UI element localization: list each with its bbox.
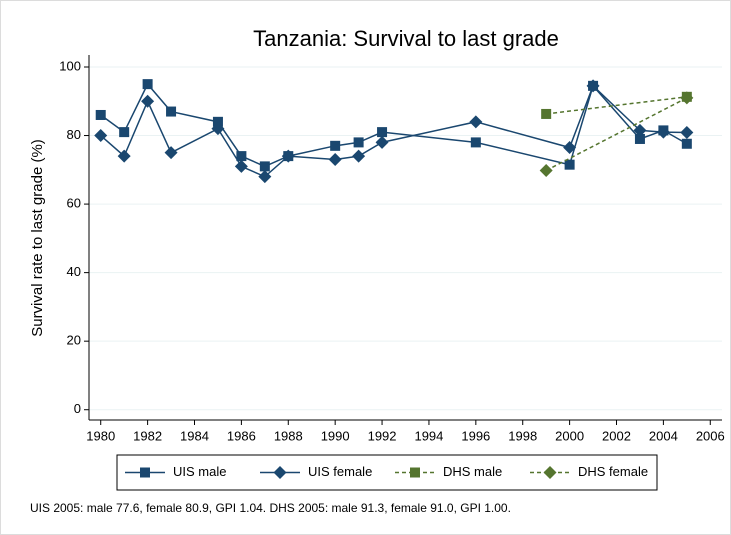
x-tick-label: 1990 — [321, 428, 350, 443]
marker — [95, 109, 106, 120]
x-tick-label: 1998 — [508, 428, 537, 443]
series-line — [545, 97, 688, 172]
marker — [164, 146, 178, 160]
y-tick-label: 20 — [67, 333, 81, 348]
x-tick-label: 1992 — [368, 428, 397, 443]
x-tick-label: 2004 — [649, 428, 678, 443]
marker — [352, 149, 366, 163]
marker — [117, 149, 131, 163]
marker — [375, 135, 389, 149]
y-tick-label: 80 — [67, 127, 81, 142]
marker — [142, 79, 153, 90]
marker — [541, 108, 552, 119]
marker — [564, 159, 575, 170]
marker — [259, 161, 270, 172]
marker — [330, 140, 341, 151]
marker — [234, 159, 248, 173]
x-tick-label: 1984 — [180, 428, 209, 443]
x-tick-label: 1980 — [86, 428, 115, 443]
legend-marker — [140, 467, 150, 478]
marker — [212, 116, 223, 127]
y-tick-label: 0 — [74, 401, 81, 416]
legend-label: DHS male — [443, 464, 502, 479]
marker — [469, 115, 483, 129]
legend-marker — [543, 466, 557, 479]
marker — [166, 106, 177, 117]
marker — [470, 137, 481, 148]
marker — [119, 127, 130, 138]
marker — [94, 129, 108, 143]
chart-title: Tanzania: Survival to last grade — [253, 26, 559, 51]
y-tick-label: 100 — [59, 58, 81, 73]
y-tick-label: 60 — [67, 196, 81, 211]
marker — [258, 170, 272, 184]
marker — [586, 79, 600, 93]
legend-marker — [410, 467, 420, 478]
x-tick-label: 1982 — [133, 428, 162, 443]
marker — [634, 133, 645, 144]
marker — [377, 127, 388, 138]
marker — [211, 122, 225, 136]
x-tick-label: 1988 — [274, 428, 303, 443]
marker — [353, 137, 364, 148]
legend-label: UIS male — [173, 464, 226, 479]
x-tick-label: 2000 — [555, 428, 584, 443]
note: UIS 2005: male 77.6, female 80.9, GPI 1.… — [30, 501, 511, 515]
marker — [236, 151, 247, 162]
y-axis-label: Survival rate to last grade (%) — [29, 139, 46, 337]
x-tick-label: 2006 — [696, 428, 725, 443]
marker — [563, 141, 577, 155]
marker — [539, 163, 553, 177]
marker — [141, 94, 155, 108]
marker — [681, 138, 692, 149]
legend-marker — [273, 466, 287, 479]
legend-label: UIS female — [308, 464, 372, 479]
y-tick-label: 40 — [67, 264, 81, 279]
marker — [633, 123, 647, 137]
marker — [680, 125, 694, 139]
legend-label: DHS female — [578, 464, 648, 479]
marker — [328, 153, 342, 167]
x-tick-label: 1986 — [227, 428, 256, 443]
x-tick-label: 2002 — [602, 428, 631, 443]
marker — [680, 91, 694, 105]
marker — [281, 149, 295, 163]
x-tick-label: 1994 — [414, 428, 443, 443]
x-tick-label: 1996 — [461, 428, 490, 443]
series-line — [546, 96, 687, 115]
marker — [656, 125, 670, 139]
